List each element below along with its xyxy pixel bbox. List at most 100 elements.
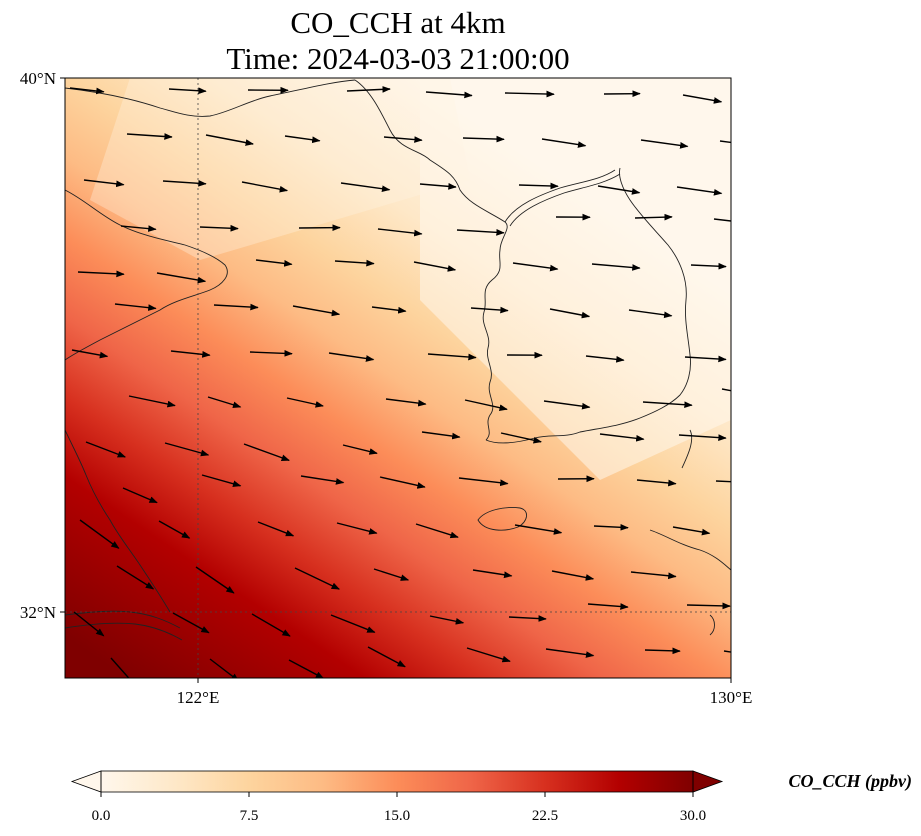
wind-arrow bbox=[597, 185, 641, 195]
wind-arrow bbox=[630, 571, 677, 580]
wind-arrow bbox=[342, 444, 378, 455]
wind-arrow bbox=[367, 646, 406, 668]
colorbar-tick-label: 15.0 bbox=[384, 808, 410, 824]
wind-arrow bbox=[373, 568, 410, 581]
wind-arrow bbox=[330, 614, 376, 633]
wind-arrow bbox=[170, 350, 211, 358]
wind-arrow bbox=[251, 613, 291, 637]
wind-arrow bbox=[642, 401, 693, 409]
wind-arrow bbox=[419, 183, 457, 190]
colorbar-tick-label: 7.5 bbox=[240, 808, 259, 824]
wind-arrow bbox=[110, 657, 130, 678]
wind-arrow bbox=[122, 487, 158, 504]
wind-arrow bbox=[587, 603, 629, 610]
wind-arrow bbox=[415, 523, 459, 539]
wind-arrow bbox=[292, 305, 341, 317]
wind-arrow bbox=[549, 308, 591, 319]
wind-arrow bbox=[207, 396, 242, 408]
wind-arrow bbox=[172, 612, 210, 634]
wind-arrow bbox=[514, 524, 563, 535]
wind-arrow bbox=[73, 611, 105, 637]
wind-arrow bbox=[508, 615, 547, 622]
wind-arrow bbox=[636, 479, 677, 487]
wind-arrow bbox=[585, 355, 625, 363]
lon-label-130: 130°E bbox=[710, 688, 753, 707]
map-title: CO_CCH at 4km bbox=[290, 5, 506, 40]
wind-arrow bbox=[158, 520, 191, 539]
wind-arrow bbox=[162, 179, 207, 187]
colorbar-min-extend bbox=[70, 770, 102, 793]
wind-arrow bbox=[413, 261, 457, 272]
wind-arrow bbox=[371, 306, 407, 314]
wind-arrow bbox=[591, 263, 641, 271]
wind-arrow bbox=[504, 90, 555, 98]
wind-arrow bbox=[284, 135, 321, 144]
wind-arrow bbox=[466, 647, 511, 663]
wind-arrow bbox=[472, 569, 513, 579]
wind-arrow bbox=[126, 133, 173, 140]
wind-arrow bbox=[128, 395, 176, 408]
concentration-field bbox=[65, 78, 731, 678]
wind-arrow bbox=[715, 480, 731, 483]
wind-arrow bbox=[83, 179, 125, 188]
wind-arrow bbox=[340, 182, 391, 192]
wind-arrow bbox=[164, 442, 210, 457]
lon-label-122: 122°E bbox=[177, 688, 220, 707]
wind-arrow bbox=[644, 647, 681, 655]
wind-arrow bbox=[71, 349, 109, 359]
wind-arrow bbox=[336, 522, 378, 535]
wind-arrow bbox=[543, 400, 591, 410]
wind-arrow bbox=[300, 475, 345, 485]
wind-arrow bbox=[79, 519, 120, 549]
wind-arrow bbox=[518, 182, 559, 190]
wind-vectors bbox=[69, 85, 731, 678]
wind-arrow bbox=[690, 262, 727, 270]
wind-arrow bbox=[456, 228, 505, 236]
wind-arrow bbox=[213, 303, 259, 311]
colorbar-gradient bbox=[101, 771, 693, 792]
wind-arrow bbox=[470, 306, 509, 314]
wind-arrow bbox=[209, 658, 240, 678]
wind-arrow bbox=[464, 399, 508, 411]
colorbar-tick-label: 30.0 bbox=[680, 808, 706, 824]
wind-arrow bbox=[512, 262, 559, 272]
wind-arrow bbox=[85, 441, 126, 458]
wind-arrow bbox=[593, 523, 629, 531]
lat-label-32: 32°N bbox=[20, 603, 56, 622]
wind-arrow bbox=[385, 398, 427, 407]
wind-arrow bbox=[156, 272, 207, 284]
map-frame bbox=[64, 77, 732, 679]
wind-arrow bbox=[634, 213, 673, 221]
wind-arrow bbox=[628, 309, 673, 319]
wind-arrow bbox=[294, 567, 340, 590]
axis-ticks bbox=[60, 77, 732, 683]
wind-arrow bbox=[640, 139, 689, 149]
wind-arrow bbox=[462, 135, 505, 143]
wind-arrow bbox=[682, 94, 723, 104]
wind-arrow bbox=[713, 218, 731, 222]
wind-arrow bbox=[114, 303, 157, 311]
colorbar: 0.0 7.5 15.0 22.5 30.0 CO_CCH (ppbv) bbox=[70, 770, 913, 824]
wind-arrow bbox=[425, 91, 473, 99]
wind-arrow bbox=[77, 270, 125, 278]
wind-arrow bbox=[168, 87, 207, 95]
wind-arrow bbox=[377, 228, 423, 237]
colorbar-title: CO_CCH (ppbv) bbox=[789, 771, 913, 792]
wind-arrow bbox=[249, 350, 293, 357]
wind-arrow bbox=[288, 659, 325, 678]
wind-arrow bbox=[328, 352, 375, 362]
wind-arrow bbox=[334, 259, 375, 267]
wind-arrow bbox=[500, 432, 542, 444]
wind-arrow bbox=[255, 259, 293, 267]
lat-label-40: 40°N bbox=[20, 69, 56, 88]
wind-arrow bbox=[379, 476, 426, 489]
wind-arrow bbox=[541, 138, 587, 148]
wind-arrow bbox=[686, 602, 731, 610]
wind-arrow bbox=[427, 353, 477, 361]
colorbar-max-extend bbox=[692, 770, 724, 793]
wind-arrow bbox=[429, 615, 465, 625]
wind-arrow bbox=[721, 388, 731, 392]
wind-arrow bbox=[676, 186, 723, 196]
gridlines bbox=[65, 78, 731, 678]
wind-arrow bbox=[286, 397, 324, 408]
